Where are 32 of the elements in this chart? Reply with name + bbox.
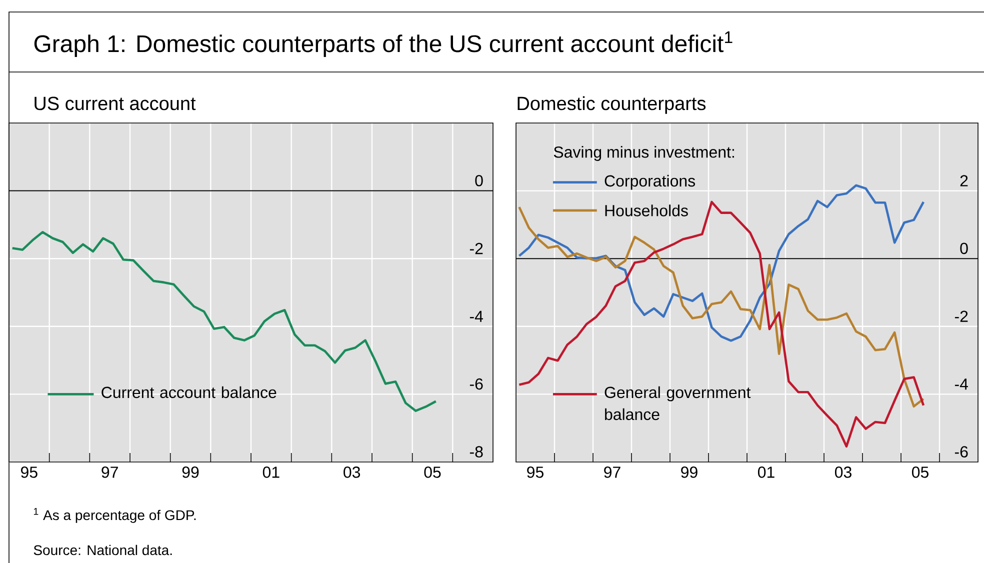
y-tick-label: -2 [470,242,483,254]
x-tick-label: 97 [604,466,620,478]
chart-subtitle: US current account [34,96,196,110]
legend-label: Corporations [604,174,696,190]
x-tick-label: 95 [527,466,544,478]
legend-title: Saving minus investment: [554,146,734,161]
x-tick-label: 03 [834,466,852,478]
y-tick-label: -8 [470,446,483,458]
text: $^{1}$ As a percentage of GDP. [34,508,196,523]
x-tick-label: 97 [102,466,118,478]
y-tick-label: -2 [954,310,968,322]
source-note: Source: National data. [34,544,172,556]
legend-label: Households [605,204,688,216]
x-tick-label: 95 [21,466,38,478]
y-tick-label: 0 [960,242,968,254]
legend-label: Current account balance [102,386,276,398]
y-tick-label: -6 [470,378,483,390]
y-tick-label: -6 [954,446,968,458]
x-tick-label: 05 [424,466,441,478]
x-tick-label: 01 [262,466,280,478]
chart-title: Graph 1: Domestic counterparts of the US current account deficit$^{1}$ [34,31,732,57]
x-tick-label: 05 [912,466,928,478]
chart-title: Domestic counterparts [518,96,706,114]
x-tick-label: 03 [344,466,360,478]
y-tick-label: -4 [954,378,968,390]
x-tick-label: 99 [681,466,698,478]
legend-label: General government balance [604,386,751,420]
y-tick-label: 2 [960,175,968,186]
x-tick-label: 01 [758,466,774,478]
y-tick-label: -4 [470,310,483,322]
y-tick-label: 0 [475,174,483,186]
x-tick-label: 99 [182,466,199,478]
